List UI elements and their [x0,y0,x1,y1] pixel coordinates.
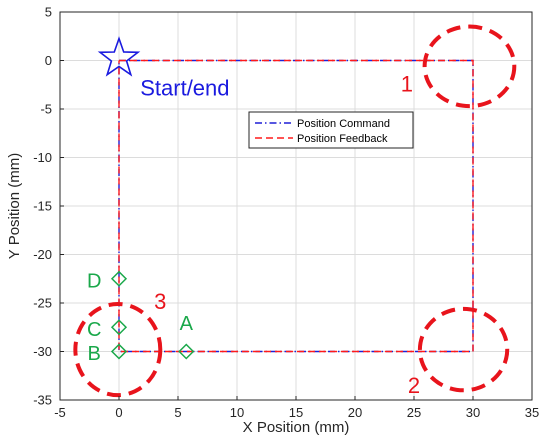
x-tick-label: 15 [289,405,303,420]
region-label-1: 1 [401,72,413,97]
x-tick-label: 25 [407,405,421,420]
legend-label-0: Position Command [297,118,390,130]
region-circle-2 [417,306,510,393]
point-D-label: D [87,270,101,292]
point-D-marker [110,270,128,287]
legend-box [248,111,414,149]
y-axis-label: Y Position (mm) [6,153,23,259]
y-tick-label: -25 [33,296,52,311]
point-C-marker [110,319,128,336]
point-B-label: B [88,343,101,365]
point-A-marker [178,343,195,360]
x-tick-label: 10 [230,405,244,420]
y-tick-label: -30 [33,344,52,359]
ticks-layer: -5 0 5 10 15 20 25 30 35 5 0 -5 -10 -15 -20 -25 -30 -35 [33,5,539,421]
x-tick-label: -5 [54,405,66,420]
regions-layer: 1 2 3 [73,24,517,398]
y-tick-label: 5 [45,5,52,20]
start-end-star-marker [97,36,141,77]
point-A-label: A [180,313,194,335]
y-tick-label: -5 [40,102,52,117]
region-circle-1 [422,24,517,109]
series-layer [118,59,474,353]
start-end-label: Start/end [140,75,229,100]
region-label-2: 2 [408,373,420,398]
x-axis-label: X Position (mm) [243,419,350,436]
y-tick-label: -15 [33,199,52,214]
x-tick-label: 30 [466,405,480,420]
y-tick-label: -35 [33,393,52,408]
x-tick-label: 0 [115,405,122,420]
series-line-feedback [118,59,474,353]
markers-layer: Start/end A BC D [87,36,230,365]
x-tick-label: 5 [174,405,181,420]
region-label-3: 3 [154,289,166,314]
point-C-label: C [87,319,101,341]
legend-label-1: Position Feedback [297,133,388,145]
y-tick-label: -10 [33,150,52,165]
legend: Position Command Position Feedback [248,111,414,149]
x-tick-label: 20 [348,405,362,420]
region-circle-3 [73,301,163,398]
y-tick-label: -20 [33,247,52,262]
x-tick-label: 35 [525,405,539,420]
point-B-marker [110,343,128,360]
y-tick-label: 0 [45,53,52,68]
